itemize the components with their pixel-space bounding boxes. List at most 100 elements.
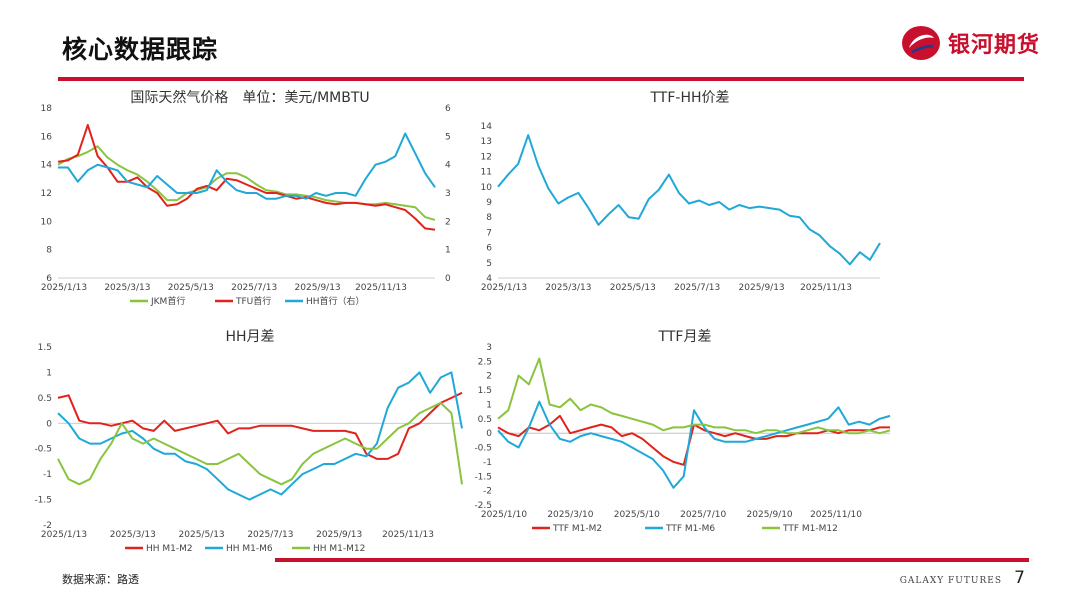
y-tick-label: -0.5: [474, 444, 492, 454]
x-tick-label: 2025/5/13: [168, 283, 214, 293]
y-tick-label: 1: [46, 368, 52, 378]
legend-label: TTF M1-M6: [665, 524, 715, 534]
y2-tick-label: 2: [445, 217, 451, 227]
legend-label: HH M1-M12: [313, 544, 365, 554]
series-line-1: [57, 145, 436, 221]
y-tick-label: 1: [486, 400, 492, 410]
x-tick-label: 2025/11/13: [382, 530, 434, 540]
x-tick-label: 2025/1/13: [481, 283, 527, 293]
y-tick-label: 16: [41, 132, 53, 142]
legend-label: HH M1-M6: [226, 544, 273, 554]
y-tick-label: -1.5: [34, 496, 52, 506]
data-source: 数据来源：路透: [62, 573, 139, 586]
y-tick-label: 18: [41, 104, 53, 114]
x-tick-label: 2025/7/13: [674, 283, 720, 293]
x-tick-label: 2025/9/13: [316, 530, 362, 540]
header-rule: [58, 77, 1024, 81]
y-tick-label: 10: [41, 217, 53, 227]
y-tick-label: -1: [483, 458, 492, 468]
footer-rule: [275, 558, 1029, 562]
x-tick-label: 2025/5/10: [614, 510, 660, 520]
chart-title: HH月差: [225, 329, 274, 345]
page-title: 核心数据跟踪: [62, 35, 219, 64]
chart-title: 国际天然气价格 单位：美元/MMBTU: [130, 89, 369, 106]
y-tick-label: -1: [43, 470, 52, 480]
y-tick-label: 1.5: [478, 386, 492, 396]
chart-ttf-hh-spread: TTF-HH价差 4 5 6 7 8 9 10 11 12 13 14 2025/1/13 2025/3/…: [481, 90, 881, 293]
y-tick-label: 0.5: [38, 394, 52, 404]
legend-label: TFU首行: [235, 295, 271, 307]
y-tick-label: -2: [43, 521, 52, 531]
y-tick-label: -0.5: [34, 445, 52, 455]
x-tick-label: 2025/11/13: [355, 283, 407, 293]
legend-label: JKM首行: [150, 295, 185, 307]
y-tick-label: 1.5: [38, 343, 52, 353]
y2-tick-label: 6: [445, 104, 451, 114]
y-tick-label: 0.5: [478, 415, 492, 425]
y2-tick-label: 1: [445, 246, 451, 256]
y-tick-label: 0: [486, 429, 492, 439]
y-tick-label: 5: [486, 259, 492, 269]
y-tick-label: 6: [46, 274, 52, 284]
y2-tick-label: 4: [445, 161, 451, 171]
legend-label: TTF M1-M2: [552, 524, 602, 534]
y-tick-label: 14: [41, 161, 53, 171]
x-tick-label: 2025/3/10: [547, 510, 593, 520]
x-tick-label: 2025/7/13: [247, 530, 293, 540]
series-line-1: [57, 391, 463, 460]
brand-logo: 银河期货: [900, 24, 1040, 62]
y2-tick-label: 3: [445, 189, 451, 199]
y-tick-label: 11: [481, 168, 492, 178]
logo-text: 银河期货: [947, 33, 1040, 58]
x-tick-label: 2025/3/13: [110, 530, 156, 540]
x-tick-label: 2025/1/10: [481, 510, 527, 520]
chart-title: TTF月差: [658, 329, 712, 345]
legend-label: TTF M1-M12: [782, 524, 838, 534]
series-line-2: [497, 400, 891, 489]
y2-tick-label: 0: [445, 274, 451, 284]
x-tick-label: 2025/9/10: [747, 510, 793, 520]
series-line-3: [58, 132, 436, 200]
y-tick-label: -2.5: [474, 501, 492, 511]
x-tick-label: 2025/5/13: [610, 283, 656, 293]
x-tick-label: 2025/9/13: [295, 283, 341, 293]
y2-tick-label: 5: [445, 132, 451, 142]
y-tick-label: 12: [41, 189, 52, 199]
y-tick-label: 8: [486, 213, 492, 223]
y-tick-label: 6: [486, 244, 492, 254]
series-line-3: [497, 357, 891, 435]
y-tick-label: 8: [46, 246, 52, 256]
x-tick-label: 2025/3/13: [104, 283, 150, 293]
y-tick-label: 12: [481, 152, 492, 162]
x-tick-label: 2025/7/13: [231, 283, 277, 293]
y-tick-label: 2: [486, 372, 492, 382]
series-line-2: [57, 371, 463, 501]
footer-brand: GALAXY FUTURES: [899, 576, 1002, 586]
x-tick-label: 2025/11/10: [810, 510, 862, 520]
chart-hh-month-spread: HH月差 -2 -1.5 -1 -0.5 0 0.5 1 1.5 2025/1/13 2025/3/…: [34, 329, 463, 554]
x-tick-label: 2025/7/10: [680, 510, 726, 520]
galaxy-logo-icon: [901, 26, 940, 60]
y-tick-label: 7: [486, 228, 492, 238]
series-line-2: [57, 124, 436, 231]
chart-international-gas-price: 国际天然气价格 单位：美元/MMBTU681012141618012345620…: [41, 89, 451, 307]
x-tick-label: 2025/1/13: [41, 283, 87, 293]
y-tick-label: 3: [486, 343, 492, 353]
series-line-1: [497, 134, 881, 266]
y-tick-label: 13: [481, 137, 492, 147]
y-tick-label: -1.5: [474, 472, 492, 482]
y-tick-label: 9: [486, 198, 492, 208]
x-tick-label: 2025/5/13: [179, 530, 225, 540]
series-line-1: [497, 414, 890, 466]
x-tick-label: 2025/11/13: [800, 283, 852, 293]
legend-label: HH首行（右）: [306, 295, 365, 307]
y-tick-label: 0: [46, 419, 52, 429]
y-tick-label: 10: [481, 183, 493, 193]
y-tick-label: 14: [481, 122, 493, 132]
series-line-3: [57, 401, 463, 486]
x-tick-label: 2025/3/13: [545, 283, 591, 293]
x-tick-label: 2025/1/13: [41, 530, 87, 540]
page-number: 7: [1014, 568, 1025, 588]
legend-label: HH M1-M2: [146, 544, 193, 554]
chart-ttf-month-spread: TTF月差 -2.5 -2 -1.5 -1 -0.5 0 0.5 1 1.5 2 2.5 3 2025/1…: [474, 329, 891, 534]
